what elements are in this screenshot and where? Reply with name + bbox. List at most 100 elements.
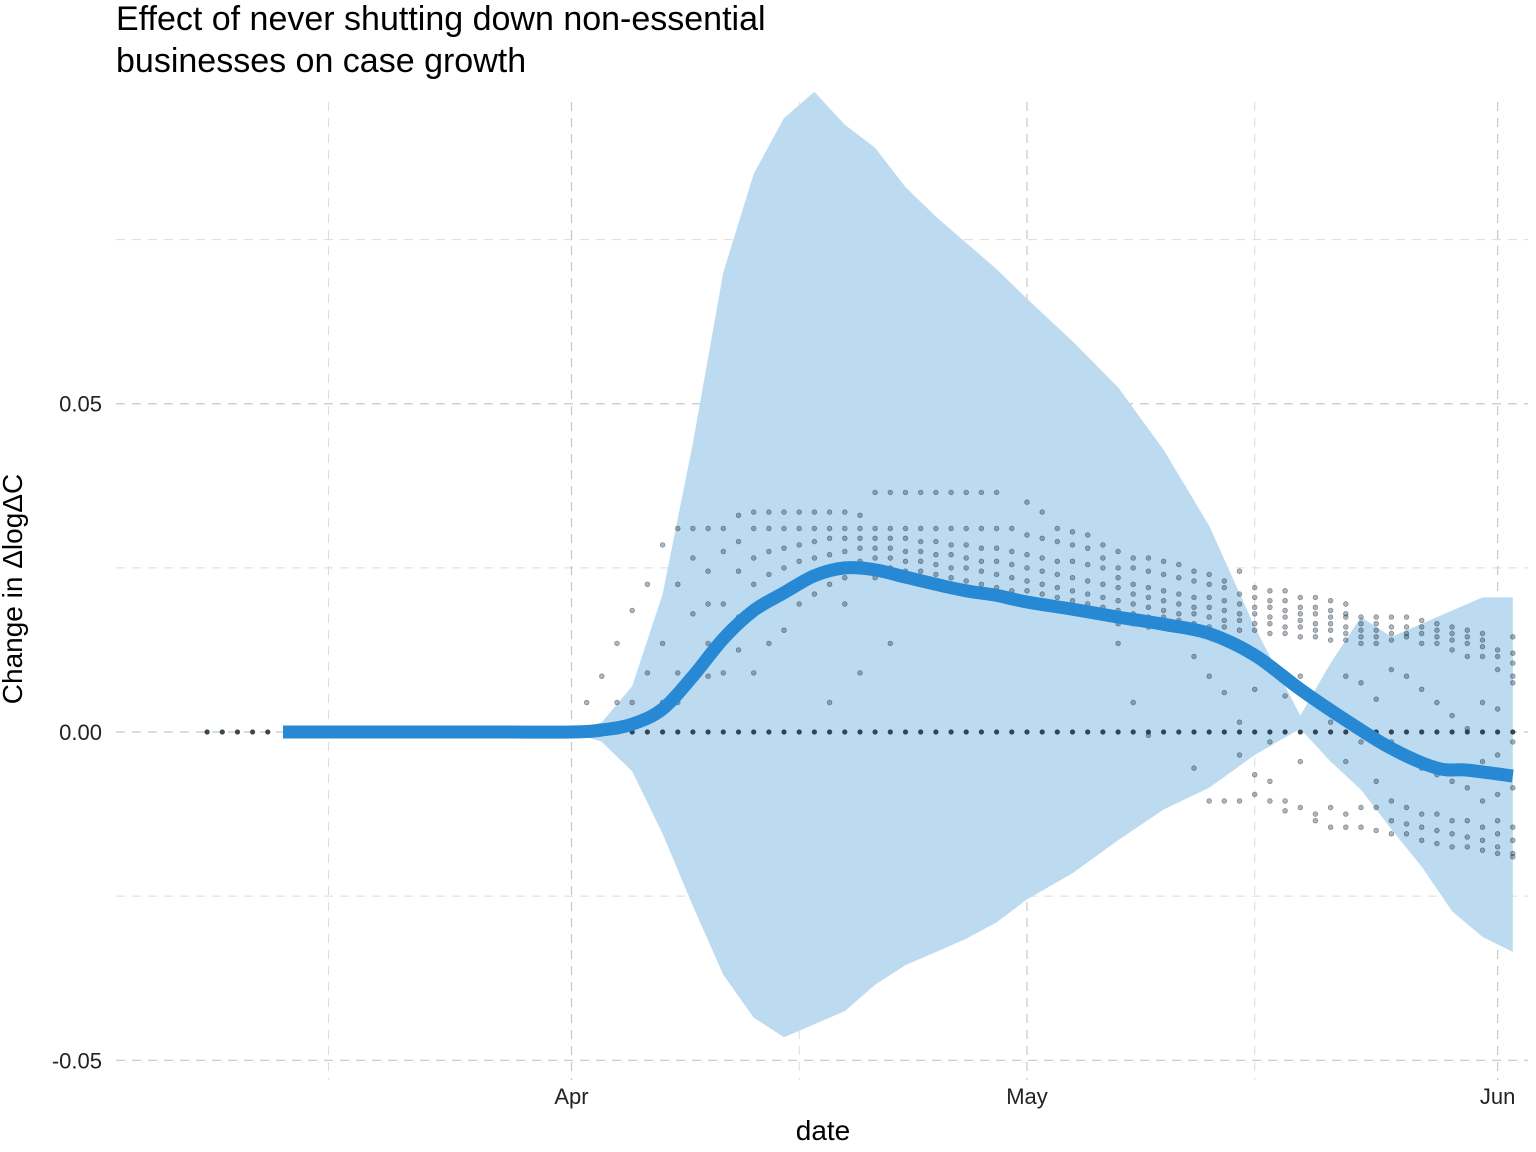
scatter-point	[917, 558, 924, 564]
scatter-point	[234, 729, 241, 735]
scatter-point	[1084, 591, 1091, 597]
scatter-point	[963, 542, 969, 548]
scatter-point	[948, 565, 954, 571]
scatter-point	[1358, 804, 1364, 811]
scatter-point	[796, 729, 802, 735]
scatter-point	[1145, 555, 1152, 561]
scatter-point	[1282, 808, 1288, 814]
scatter-point	[1479, 837, 1486, 843]
scatter-point	[720, 729, 726, 735]
scatter-point	[1434, 840, 1440, 847]
scatter-point	[1510, 650, 1516, 656]
scatter-point	[811, 538, 818, 545]
scatter-point	[1373, 620, 1379, 627]
scatter-point	[948, 729, 954, 735]
scatter-point	[1388, 630, 1395, 637]
scatter-point	[902, 558, 909, 564]
scatter-point	[1267, 604, 1273, 610]
scatter-point	[993, 558, 1000, 564]
scatter-point	[1191, 594, 1197, 601]
y-tick-label: -0.05	[52, 1048, 102, 1073]
y-axis-ticks: -0.05 0.00 0.05	[52, 392, 102, 1074]
scatter-point	[1479, 699, 1486, 706]
x-axis-ticks: Apr May Jun	[554, 1084, 1515, 1109]
scatter-point	[219, 729, 226, 735]
fitted-line	[283, 561, 1514, 783]
scatter-point	[1494, 844, 1501, 850]
scatter-point	[1479, 847, 1486, 853]
scatter-point	[1282, 729, 1288, 735]
scatter-point	[872, 555, 878, 561]
scatter-point	[1510, 854, 1516, 860]
scatter-point	[1069, 529, 1076, 535]
scatter-point	[659, 729, 666, 735]
scatter-point	[1494, 666, 1501, 673]
scatter-point	[902, 729, 909, 735]
scatter-point	[1479, 798, 1486, 804]
scatter-point	[1388, 798, 1395, 804]
scatter-point	[1312, 817, 1319, 824]
scatter-point	[1206, 604, 1212, 610]
scatter-point	[1191, 653, 1197, 660]
scatter-point	[1449, 712, 1455, 719]
scatter-point	[978, 581, 985, 587]
scatter-point	[1236, 719, 1243, 725]
scatter-point	[1358, 620, 1364, 627]
scatter-point	[1494, 729, 1501, 735]
scatter-point	[1388, 666, 1395, 673]
scatter-point	[1358, 680, 1364, 686]
scatter-point	[1373, 614, 1379, 620]
scatter-point	[1145, 568, 1152, 574]
scatter-point	[1009, 729, 1015, 735]
scatter-point	[583, 699, 590, 706]
scatter-point	[1327, 627, 1334, 633]
scatter-point	[1009, 574, 1015, 581]
scatter-point	[857, 535, 863, 541]
scatter-point	[1297, 634, 1304, 640]
scatter-point	[1449, 630, 1455, 637]
scatter-point	[1236, 798, 1243, 804]
scatter-point	[781, 729, 787, 735]
scatter-point	[1054, 525, 1061, 532]
scatter-point	[1145, 584, 1152, 591]
scatter-point	[1009, 525, 1015, 532]
scatter-point	[978, 729, 985, 735]
scatter-point	[1130, 729, 1136, 735]
scatter-point	[1282, 798, 1288, 804]
scatter-point	[1494, 706, 1501, 712]
scatter-point	[1084, 532, 1091, 538]
scatter-point	[1373, 804, 1379, 811]
scatter-point	[1069, 729, 1076, 735]
scatter-point	[1160, 729, 1167, 735]
scatter-point	[1479, 729, 1486, 735]
scatter-point	[811, 555, 818, 561]
scatter-point	[1494, 831, 1501, 837]
scatter-point	[659, 542, 666, 548]
scatter-point	[1449, 647, 1455, 653]
scatter-point	[249, 729, 256, 735]
scatter-point	[1297, 804, 1304, 811]
scatter-point	[705, 601, 711, 607]
scatter-point	[1312, 604, 1319, 610]
scatter-point	[1327, 804, 1334, 811]
scatter-point	[1343, 811, 1349, 817]
scatter-point	[1297, 729, 1304, 735]
scatter-point	[857, 670, 863, 676]
scatter-point	[1251, 771, 1258, 778]
scatter-point	[1176, 601, 1182, 607]
scatter-point	[1130, 699, 1136, 706]
scatter-point	[766, 548, 772, 555]
scatter-point	[796, 542, 802, 548]
scatter-point	[1130, 591, 1136, 597]
scatter-point	[1054, 558, 1061, 564]
scatter-point	[1479, 637, 1486, 643]
scatter-point	[1039, 729, 1045, 735]
scatter-point	[1236, 752, 1243, 758]
y-tick-label: 0.05	[59, 392, 102, 417]
scatter-point	[1115, 584, 1121, 591]
scatter-point	[675, 525, 681, 532]
scatter-point	[766, 509, 772, 515]
scatter-point	[1510, 739, 1516, 745]
scatter-point	[887, 525, 893, 532]
scatter-point	[1297, 617, 1304, 624]
